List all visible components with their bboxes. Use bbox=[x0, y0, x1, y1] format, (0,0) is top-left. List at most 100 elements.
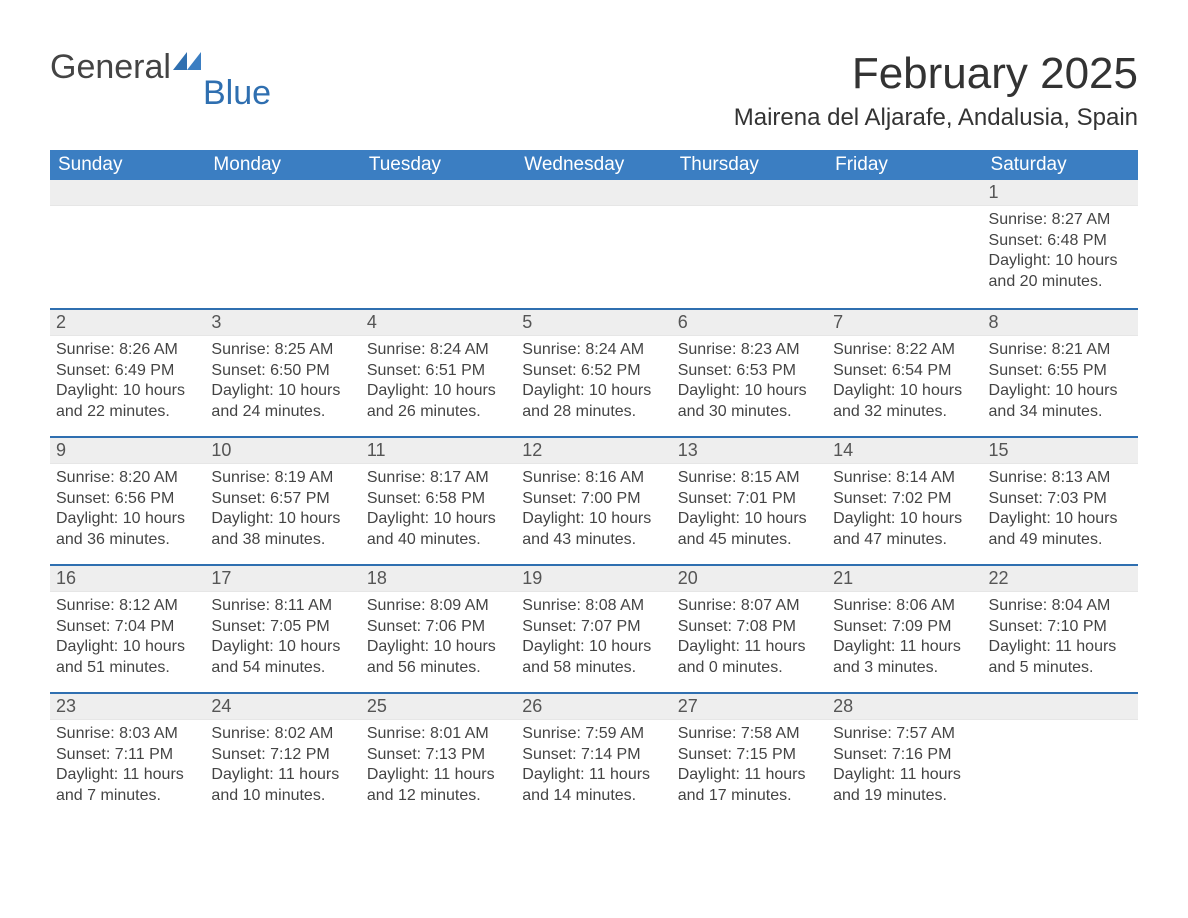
weekday-header: Saturday bbox=[983, 150, 1138, 180]
sunrise-line: Sunrise: 8:27 AM bbox=[989, 210, 1132, 230]
weekday-header: Wednesday bbox=[516, 150, 671, 180]
calendar-day-cell: 12Sunrise: 8:16 AMSunset: 7:00 PMDayligh… bbox=[516, 436, 671, 564]
day-number: 6 bbox=[672, 308, 827, 336]
calendar-body: 1Sunrise: 8:27 AMSunset: 6:48 PMDaylight… bbox=[50, 180, 1138, 820]
calendar-day-cell: 28Sunrise: 7:57 AMSunset: 7:16 PMDayligh… bbox=[827, 692, 982, 820]
day-details: Sunrise: 8:06 AMSunset: 7:09 PMDaylight:… bbox=[827, 592, 982, 688]
day-details: Sunrise: 8:27 AMSunset: 6:48 PMDaylight:… bbox=[983, 206, 1138, 302]
sunrise-line: Sunrise: 8:07 AM bbox=[678, 596, 821, 616]
day-number bbox=[516, 180, 671, 206]
day-number bbox=[205, 180, 360, 206]
calendar-day-cell: 6Sunrise: 8:23 AMSunset: 6:53 PMDaylight… bbox=[672, 308, 827, 436]
day-number: 14 bbox=[827, 436, 982, 464]
logo-flag-icon bbox=[173, 52, 201, 70]
calendar-day-cell: 10Sunrise: 8:19 AMSunset: 6:57 PMDayligh… bbox=[205, 436, 360, 564]
sunrise-line: Sunrise: 8:06 AM bbox=[833, 596, 976, 616]
day-number bbox=[672, 180, 827, 206]
day-number: 21 bbox=[827, 564, 982, 592]
calendar-week-row: 23Sunrise: 8:03 AMSunset: 7:11 PMDayligh… bbox=[50, 692, 1138, 820]
day-details: Sunrise: 8:11 AMSunset: 7:05 PMDaylight:… bbox=[205, 592, 360, 688]
daylight-line: Daylight: 11 hours and 19 minutes. bbox=[833, 765, 976, 806]
sunrise-line: Sunrise: 8:14 AM bbox=[833, 468, 976, 488]
calendar-day-cell: 13Sunrise: 8:15 AMSunset: 7:01 PMDayligh… bbox=[672, 436, 827, 564]
calendar-empty-cell bbox=[672, 180, 827, 308]
day-details: Sunrise: 8:25 AMSunset: 6:50 PMDaylight:… bbox=[205, 336, 360, 432]
day-details: Sunrise: 8:07 AMSunset: 7:08 PMDaylight:… bbox=[672, 592, 827, 688]
calendar-week-row: 2Sunrise: 8:26 AMSunset: 6:49 PMDaylight… bbox=[50, 308, 1138, 436]
day-number: 3 bbox=[205, 308, 360, 336]
calendar-empty-cell bbox=[361, 180, 516, 308]
day-details: Sunrise: 8:20 AMSunset: 6:56 PMDaylight:… bbox=[50, 464, 205, 560]
sunrise-line: Sunrise: 8:12 AM bbox=[56, 596, 199, 616]
day-details: Sunrise: 8:15 AMSunset: 7:01 PMDaylight:… bbox=[672, 464, 827, 560]
sunset-line: Sunset: 7:09 PM bbox=[833, 617, 976, 637]
daylight-line: Daylight: 11 hours and 5 minutes. bbox=[989, 637, 1132, 678]
sunset-line: Sunset: 6:56 PM bbox=[56, 489, 199, 509]
day-number: 4 bbox=[361, 308, 516, 336]
daylight-line: Daylight: 11 hours and 17 minutes. bbox=[678, 765, 821, 806]
sunrise-line: Sunrise: 8:23 AM bbox=[678, 340, 821, 360]
day-details bbox=[50, 206, 205, 220]
daylight-line: Daylight: 10 hours and 43 minutes. bbox=[522, 509, 665, 550]
day-details: Sunrise: 7:58 AMSunset: 7:15 PMDaylight:… bbox=[672, 720, 827, 816]
calendar-empty-cell bbox=[205, 180, 360, 308]
sunset-line: Sunset: 7:15 PM bbox=[678, 745, 821, 765]
weekday-header: Tuesday bbox=[361, 150, 516, 180]
day-number: 13 bbox=[672, 436, 827, 464]
calendar-week-row: 16Sunrise: 8:12 AMSunset: 7:04 PMDayligh… bbox=[50, 564, 1138, 692]
day-number: 7 bbox=[827, 308, 982, 336]
day-details: Sunrise: 8:08 AMSunset: 7:07 PMDaylight:… bbox=[516, 592, 671, 688]
sunset-line: Sunset: 6:49 PM bbox=[56, 361, 199, 381]
day-details: Sunrise: 8:01 AMSunset: 7:13 PMDaylight:… bbox=[361, 720, 516, 816]
sunrise-line: Sunrise: 8:17 AM bbox=[367, 468, 510, 488]
day-number: 10 bbox=[205, 436, 360, 464]
day-number: 23 bbox=[50, 692, 205, 720]
daylight-line: Daylight: 10 hours and 34 minutes. bbox=[989, 381, 1132, 422]
sunrise-line: Sunrise: 8:22 AM bbox=[833, 340, 976, 360]
sunset-line: Sunset: 6:55 PM bbox=[989, 361, 1132, 381]
day-number bbox=[827, 180, 982, 206]
sunrise-line: Sunrise: 7:59 AM bbox=[522, 724, 665, 744]
day-number bbox=[983, 692, 1138, 720]
day-details: Sunrise: 8:24 AMSunset: 6:52 PMDaylight:… bbox=[516, 336, 671, 432]
sunset-line: Sunset: 7:14 PM bbox=[522, 745, 665, 765]
day-number: 11 bbox=[361, 436, 516, 464]
daylight-line: Daylight: 11 hours and 14 minutes. bbox=[522, 765, 665, 806]
sunrise-line: Sunrise: 8:20 AM bbox=[56, 468, 199, 488]
day-number: 27 bbox=[672, 692, 827, 720]
day-number: 20 bbox=[672, 564, 827, 592]
day-details bbox=[361, 206, 516, 220]
sunrise-line: Sunrise: 8:13 AM bbox=[989, 468, 1132, 488]
weekday-header: Monday bbox=[205, 150, 360, 180]
sunrise-line: Sunrise: 8:04 AM bbox=[989, 596, 1132, 616]
day-number: 1 bbox=[983, 180, 1138, 206]
sunset-line: Sunset: 6:58 PM bbox=[367, 489, 510, 509]
sunset-line: Sunset: 6:57 PM bbox=[211, 489, 354, 509]
daylight-line: Daylight: 10 hours and 26 minutes. bbox=[367, 381, 510, 422]
weekday-header: Thursday bbox=[672, 150, 827, 180]
day-details: Sunrise: 8:16 AMSunset: 7:00 PMDaylight:… bbox=[516, 464, 671, 560]
sunrise-line: Sunrise: 8:19 AM bbox=[211, 468, 354, 488]
calendar-day-cell: 24Sunrise: 8:02 AMSunset: 7:12 PMDayligh… bbox=[205, 692, 360, 820]
daylight-line: Daylight: 10 hours and 54 minutes. bbox=[211, 637, 354, 678]
day-details: Sunrise: 8:22 AMSunset: 6:54 PMDaylight:… bbox=[827, 336, 982, 432]
daylight-line: Daylight: 10 hours and 20 minutes. bbox=[989, 251, 1132, 292]
day-number: 9 bbox=[50, 436, 205, 464]
calendar-empty-cell bbox=[827, 180, 982, 308]
calendar-day-cell: 20Sunrise: 8:07 AMSunset: 7:08 PMDayligh… bbox=[672, 564, 827, 692]
day-details: Sunrise: 8:23 AMSunset: 6:53 PMDaylight:… bbox=[672, 336, 827, 432]
sunset-line: Sunset: 7:13 PM bbox=[367, 745, 510, 765]
sunrise-line: Sunrise: 8:16 AM bbox=[522, 468, 665, 488]
calendar-day-cell: 27Sunrise: 7:58 AMSunset: 7:15 PMDayligh… bbox=[672, 692, 827, 820]
daylight-line: Daylight: 11 hours and 12 minutes. bbox=[367, 765, 510, 806]
sunset-line: Sunset: 7:02 PM bbox=[833, 489, 976, 509]
sunset-line: Sunset: 7:05 PM bbox=[211, 617, 354, 637]
calendar-day-cell: 7Sunrise: 8:22 AMSunset: 6:54 PMDaylight… bbox=[827, 308, 982, 436]
sunset-line: Sunset: 7:03 PM bbox=[989, 489, 1132, 509]
sunrise-line: Sunrise: 7:57 AM bbox=[833, 724, 976, 744]
daylight-line: Daylight: 10 hours and 58 minutes. bbox=[522, 637, 665, 678]
daylight-line: Daylight: 10 hours and 56 minutes. bbox=[367, 637, 510, 678]
daylight-line: Daylight: 10 hours and 36 minutes. bbox=[56, 509, 199, 550]
day-details: Sunrise: 8:21 AMSunset: 6:55 PMDaylight:… bbox=[983, 336, 1138, 432]
sunset-line: Sunset: 7:01 PM bbox=[678, 489, 821, 509]
